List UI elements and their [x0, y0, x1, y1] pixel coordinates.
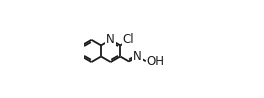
- Text: Cl: Cl: [123, 33, 134, 46]
- Text: OH: OH: [146, 55, 164, 68]
- Text: N: N: [133, 50, 142, 63]
- Text: N: N: [106, 33, 115, 46]
